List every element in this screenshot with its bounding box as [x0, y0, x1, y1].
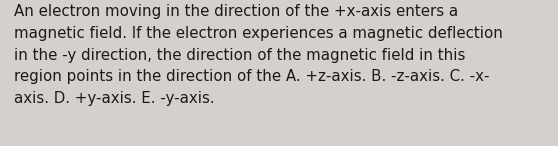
- Text: An electron moving in the direction of the +x-axis enters a
magnetic field. If t: An electron moving in the direction of t…: [14, 4, 503, 106]
